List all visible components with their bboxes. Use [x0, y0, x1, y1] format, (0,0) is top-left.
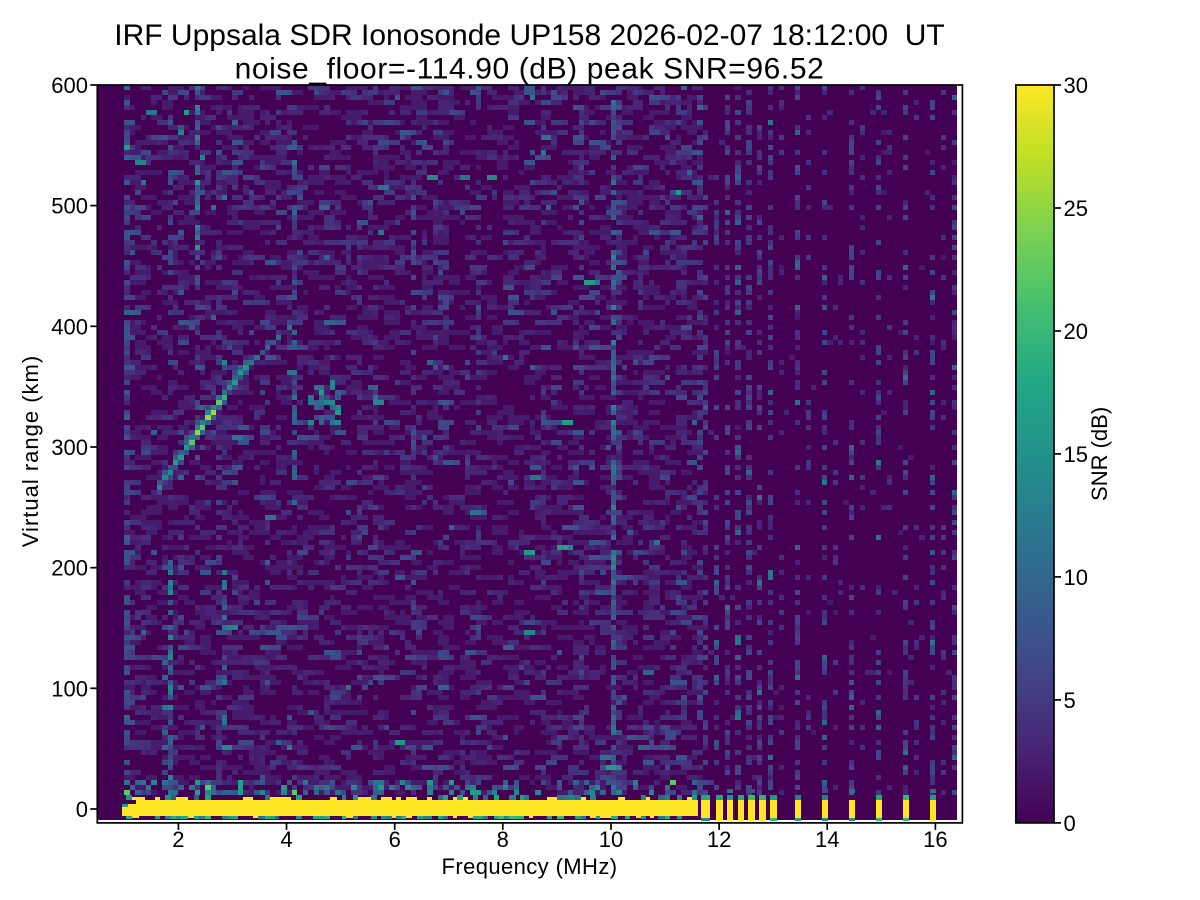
svg-text:2: 2	[172, 827, 184, 852]
svg-text:25: 25	[1064, 196, 1088, 221]
svg-text:6: 6	[389, 827, 401, 852]
svg-text:10: 10	[1064, 565, 1088, 590]
svg-text:16: 16	[923, 827, 947, 852]
svg-text:300: 300	[51, 435, 88, 460]
svg-text:5: 5	[1064, 688, 1076, 713]
svg-text:20: 20	[1064, 319, 1088, 344]
svg-text:0: 0	[1064, 811, 1076, 836]
svg-text:SNR (dB): SNR (dB)	[1087, 407, 1112, 501]
svg-text:IRF Uppsala SDR Ionosonde UP15: IRF Uppsala SDR Ionosonde UP158 2026-02-…	[114, 19, 945, 52]
svg-text:0: 0	[76, 797, 88, 822]
svg-text:4: 4	[280, 827, 292, 852]
svg-text:8: 8	[497, 827, 509, 852]
svg-text:100: 100	[51, 676, 88, 701]
svg-text:400: 400	[51, 314, 88, 339]
svg-text:12: 12	[707, 827, 731, 852]
svg-text:15: 15	[1064, 442, 1088, 467]
svg-text:noise_floor=-114.90 (dB) peak: noise_floor=-114.90 (dB) peak SNR=96.52	[235, 53, 825, 86]
svg-text:10: 10	[599, 827, 623, 852]
svg-text:Virtual range (km): Virtual range (km)	[18, 355, 43, 547]
svg-text:30: 30	[1064, 73, 1088, 98]
svg-text:600: 600	[51, 73, 88, 98]
svg-text:14: 14	[815, 827, 839, 852]
svg-text:200: 200	[51, 556, 88, 581]
svg-text:Frequency (MHz): Frequency (MHz)	[442, 854, 618, 879]
svg-text:500: 500	[51, 194, 88, 219]
